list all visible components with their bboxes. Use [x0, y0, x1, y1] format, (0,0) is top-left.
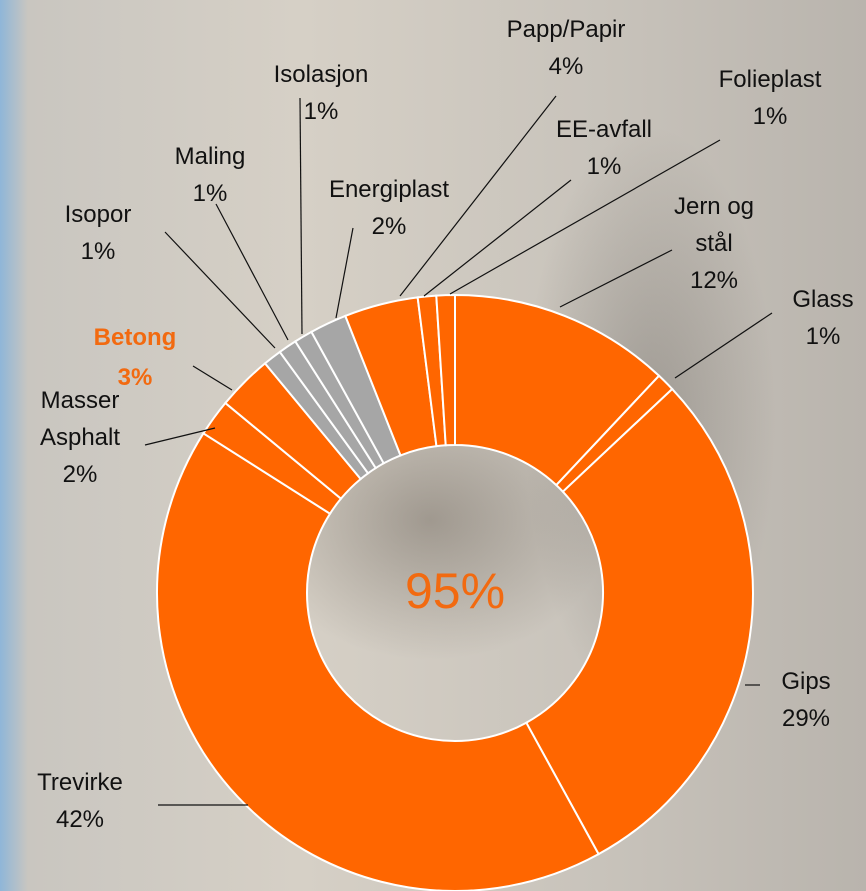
value-label: 4%	[491, 48, 641, 85]
value-label: 2%	[20, 456, 140, 493]
value-label: 29%	[761, 700, 851, 737]
category-label: Gips	[761, 663, 851, 700]
category-label: Papp/Papir	[491, 11, 641, 48]
value-label: 1%	[539, 148, 669, 185]
value-label: 1%	[261, 93, 381, 130]
value-label: 2%	[309, 208, 469, 245]
value-label: 1%	[160, 175, 260, 212]
category-label: Maling	[160, 138, 260, 175]
category-label: Jern og stål	[659, 188, 769, 262]
category-label: Betong	[75, 318, 195, 358]
donut-segment	[157, 433, 599, 891]
category-label: Isopor	[48, 196, 148, 233]
value-label: 1%	[778, 318, 866, 355]
category-label: Energiplast	[309, 171, 469, 208]
value-label: 12%	[659, 262, 769, 299]
leader-line	[300, 98, 302, 334]
value-label: 1%	[700, 98, 840, 135]
value-label: 1%	[48, 233, 148, 270]
category-label: EE-avfall	[539, 111, 669, 148]
leader-line	[675, 313, 772, 378]
leader-line	[193, 366, 232, 390]
category-label: Folieplast	[700, 61, 840, 98]
chart: 95% Jern og stål12%Glass1%Gips29%Trevirk…	[0, 0, 866, 891]
category-label: Trevirke	[10, 764, 150, 801]
value-label: 3%	[75, 358, 195, 398]
leader-line	[560, 250, 672, 307]
leader-line	[216, 204, 288, 340]
category-label: Glass	[778, 281, 866, 318]
value-label: 42%	[10, 801, 150, 838]
center-label: 95%	[405, 563, 505, 619]
category-label: Isolasjon	[261, 56, 381, 93]
